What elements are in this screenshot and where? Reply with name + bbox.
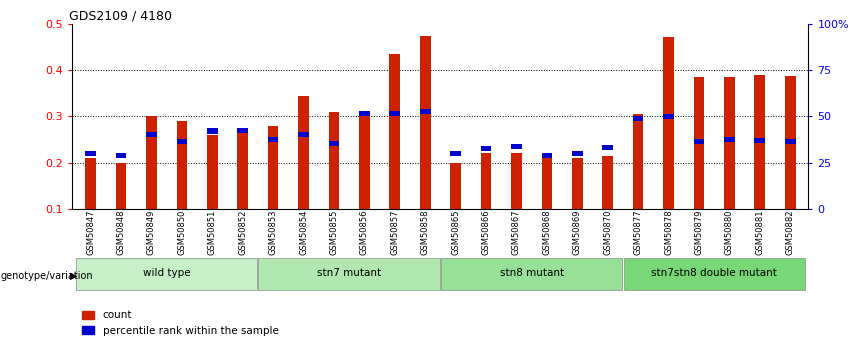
Bar bbox=[450, 150, 461, 156]
Text: GSM50879: GSM50879 bbox=[694, 209, 704, 255]
Bar bbox=[785, 139, 796, 144]
Bar bbox=[237, 130, 248, 209]
Bar bbox=[268, 137, 278, 142]
Bar bbox=[207, 135, 218, 209]
Text: GSM50856: GSM50856 bbox=[360, 209, 368, 255]
Bar bbox=[481, 146, 491, 151]
Bar bbox=[572, 150, 583, 156]
Text: GSM50854: GSM50854 bbox=[299, 209, 308, 255]
Bar bbox=[663, 37, 674, 209]
Text: stn8 mutant: stn8 mutant bbox=[500, 268, 563, 278]
Bar bbox=[237, 128, 248, 132]
Text: GSM50849: GSM50849 bbox=[147, 209, 156, 255]
Text: GSM50880: GSM50880 bbox=[725, 209, 734, 255]
Text: ▶: ▶ bbox=[70, 271, 77, 281]
Text: GSM50867: GSM50867 bbox=[512, 209, 521, 255]
Bar bbox=[85, 158, 96, 209]
Bar bbox=[541, 153, 552, 158]
Bar bbox=[390, 54, 400, 209]
Text: GSM50852: GSM50852 bbox=[238, 209, 247, 255]
Bar bbox=[207, 128, 218, 134]
Bar bbox=[298, 132, 309, 137]
Bar bbox=[176, 121, 187, 209]
Bar bbox=[694, 77, 705, 209]
Bar bbox=[633, 114, 643, 209]
Text: GSM50877: GSM50877 bbox=[634, 209, 643, 255]
Bar bbox=[76, 258, 257, 290]
Bar bbox=[541, 158, 552, 209]
Bar bbox=[755, 75, 765, 209]
Bar bbox=[116, 162, 126, 209]
Bar bbox=[420, 36, 431, 209]
Bar bbox=[572, 158, 583, 209]
Text: genotype/variation: genotype/variation bbox=[1, 271, 94, 281]
Bar bbox=[633, 116, 643, 121]
Bar bbox=[724, 137, 734, 142]
Bar bbox=[511, 153, 522, 209]
Bar bbox=[755, 138, 765, 143]
Text: GSM50853: GSM50853 bbox=[269, 209, 277, 255]
Legend: count, percentile rank within the sample: count, percentile rank within the sample bbox=[77, 306, 283, 340]
Bar bbox=[724, 77, 734, 209]
Text: GSM50881: GSM50881 bbox=[756, 209, 764, 255]
Bar bbox=[441, 258, 622, 290]
Text: GSM50848: GSM50848 bbox=[117, 209, 125, 255]
Bar bbox=[663, 114, 674, 119]
Text: GSM50868: GSM50868 bbox=[542, 209, 551, 255]
Text: GSM50857: GSM50857 bbox=[391, 209, 399, 255]
Text: GSM50851: GSM50851 bbox=[208, 209, 217, 255]
Text: GDS2109 / 4180: GDS2109 / 4180 bbox=[69, 10, 172, 23]
Bar bbox=[328, 112, 340, 209]
Bar bbox=[146, 117, 157, 209]
Bar bbox=[481, 153, 491, 209]
Bar bbox=[624, 258, 805, 290]
Bar bbox=[268, 126, 278, 209]
Bar bbox=[259, 258, 440, 290]
Text: GSM50865: GSM50865 bbox=[451, 209, 460, 255]
Bar bbox=[603, 145, 613, 150]
Text: GSM50858: GSM50858 bbox=[420, 209, 430, 255]
Text: GSM50855: GSM50855 bbox=[329, 209, 339, 255]
Text: GSM50847: GSM50847 bbox=[86, 209, 95, 255]
Text: stn7 mutant: stn7 mutant bbox=[317, 268, 381, 278]
Text: GSM50866: GSM50866 bbox=[482, 209, 490, 255]
Bar bbox=[603, 156, 613, 209]
Bar bbox=[328, 141, 340, 146]
Bar bbox=[694, 139, 705, 144]
Bar bbox=[390, 111, 400, 117]
Bar bbox=[359, 111, 369, 117]
Bar bbox=[85, 150, 96, 156]
Bar bbox=[146, 132, 157, 137]
Bar bbox=[450, 162, 461, 209]
Text: GSM50869: GSM50869 bbox=[573, 209, 582, 255]
Bar bbox=[298, 96, 309, 209]
Bar bbox=[176, 139, 187, 144]
Bar bbox=[785, 76, 796, 209]
Text: GSM50882: GSM50882 bbox=[785, 209, 795, 255]
Bar bbox=[116, 153, 126, 158]
Text: GSM50870: GSM50870 bbox=[603, 209, 612, 255]
Bar bbox=[420, 109, 431, 114]
Text: wild type: wild type bbox=[143, 268, 191, 278]
Text: stn7stn8 double mutant: stn7stn8 double mutant bbox=[651, 268, 777, 278]
Bar bbox=[511, 144, 522, 149]
Text: GSM50878: GSM50878 bbox=[664, 209, 673, 255]
Text: GSM50850: GSM50850 bbox=[177, 209, 186, 255]
Bar bbox=[359, 114, 369, 209]
